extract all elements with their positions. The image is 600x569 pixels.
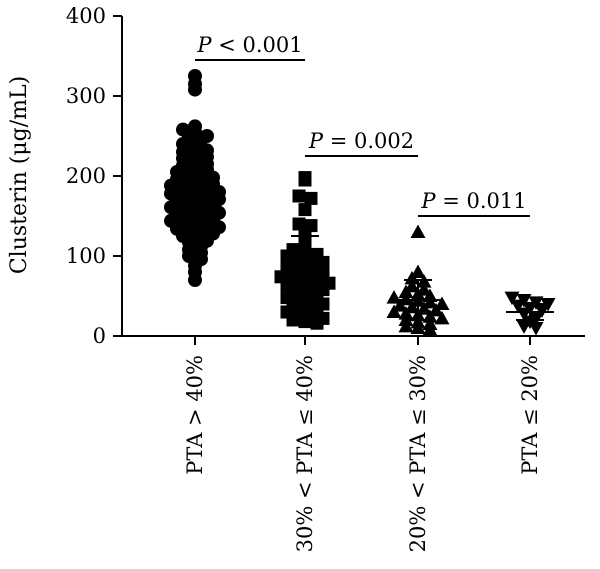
y-tick-label: 300 <box>66 84 106 108</box>
y-tick-label: 400 <box>66 4 106 28</box>
data-point <box>516 307 532 322</box>
data-point <box>434 296 450 310</box>
data-point <box>392 298 408 312</box>
y-tick-label: 0 <box>93 324 106 348</box>
x-category-label: PTA ≤ 20% <box>518 355 542 475</box>
data-point <box>398 284 414 298</box>
data-point <box>434 310 450 325</box>
data-point <box>188 273 202 287</box>
data-point <box>504 291 520 306</box>
data-point <box>286 313 300 327</box>
data-point <box>428 302 444 317</box>
p-value-label: P = 0.011 <box>420 189 526 213</box>
data-point <box>528 322 544 336</box>
data-point <box>188 82 202 97</box>
x-category-label: 20% < PTA ≤ 30% <box>406 355 430 552</box>
data-point <box>304 191 318 205</box>
data-point <box>422 294 438 309</box>
data-point <box>510 299 526 314</box>
p-value-label: P = 0.002 <box>308 129 414 153</box>
data-point <box>404 270 420 285</box>
summary-lines <box>171 151 554 321</box>
data-point <box>398 318 414 333</box>
data-point <box>398 291 414 306</box>
data-point <box>292 189 306 203</box>
y-axis-label: Clusterin (μg/mL) <box>7 76 32 274</box>
data-point <box>298 203 312 217</box>
y-tick-label: 100 <box>66 244 106 268</box>
data-point <box>516 320 532 334</box>
axes: 0 100 200 300 400 PTA > 40% 30% < PTA ≤ 40% 20%… <box>66 4 585 552</box>
x-category-label: 30% < PTA ≤ 40% <box>293 355 317 552</box>
data-point <box>410 264 426 278</box>
data-point <box>298 173 312 187</box>
data-point <box>310 316 324 330</box>
y-tick-label: 200 <box>66 164 106 188</box>
data-point <box>386 304 402 318</box>
data-point <box>404 299 420 314</box>
x-category-label: PTA > 40% <box>183 355 207 475</box>
data-point <box>298 315 312 329</box>
data-point <box>410 224 426 238</box>
significance-annotations: P < 0.001 P = 0.002 P = 0.011 <box>195 33 530 217</box>
p-value-label: P < 0.001 <box>196 33 302 57</box>
data-point <box>422 322 438 336</box>
data-point <box>416 301 432 315</box>
data-point <box>292 217 306 231</box>
data-point <box>410 320 426 334</box>
